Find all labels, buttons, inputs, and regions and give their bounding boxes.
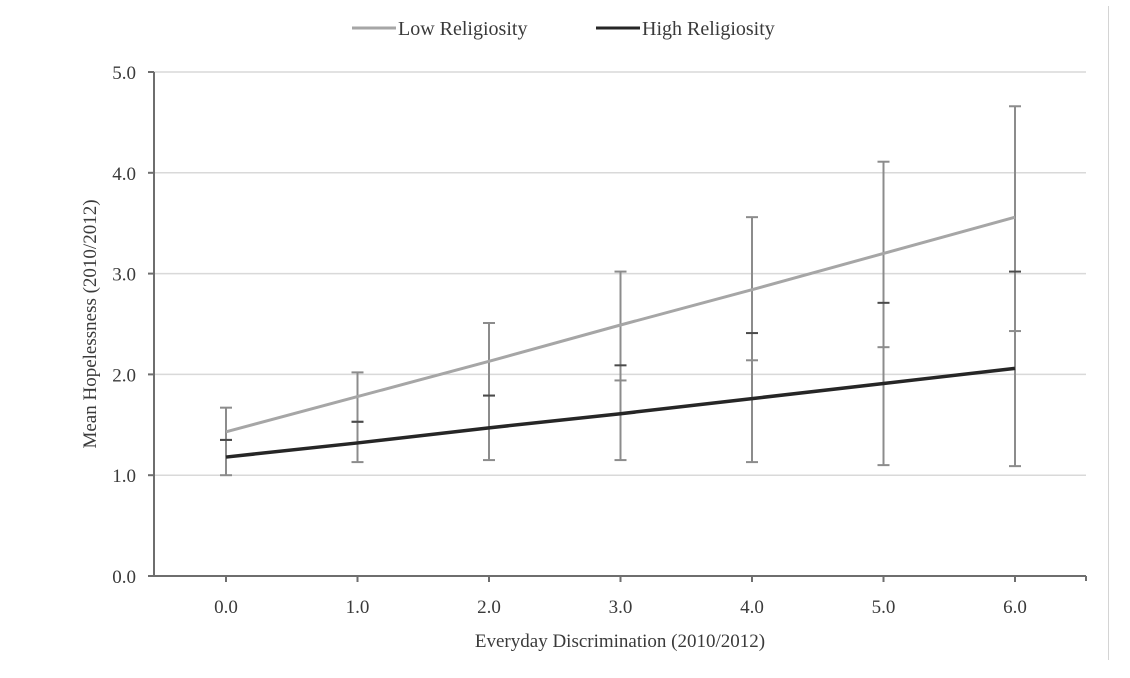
x-tick-label: 5.0 [872,597,896,618]
series-lines [225,215,1016,459]
error-bars [220,105,1021,477]
y-axis-title: Mean Hopelessness (2010/2012) [80,199,101,448]
x-tick-labels: 0.0 1.0 2.0 3.0 4.0 5.0 6.0 [214,597,1027,618]
y-tick-label: 5.0 [112,63,136,84]
y-tick-label: 2.0 [112,365,136,386]
y-tick-label: 1.0 [112,466,136,487]
x-tick-label: 3.0 [609,597,633,618]
legend-label-low-religiosity: Low Religiosity [398,18,527,40]
x-axis-title: Everyday Discrimination (2010/2012) [475,631,765,652]
legend-label-high-religiosity: High Religiosity [642,18,775,40]
axes [148,71,1087,582]
y-tick-label: 3.0 [112,265,136,286]
y-tick-label: 4.0 [112,164,136,185]
x-tick-label: 2.0 [477,597,501,618]
y-tick-label: 0.0 [112,567,136,588]
x-tick-label: 0.0 [214,597,238,618]
x-tick-label: 4.0 [740,597,764,618]
legend: Low Religiosity High Religiosity [352,18,775,40]
y-tick-labels: 0.0 1.0 2.0 3.0 4.0 5.0 [112,63,136,588]
x-tick-label: 6.0 [1003,597,1027,618]
x-tick-label: 1.0 [346,597,370,618]
frame-border [1108,6,1109,660]
